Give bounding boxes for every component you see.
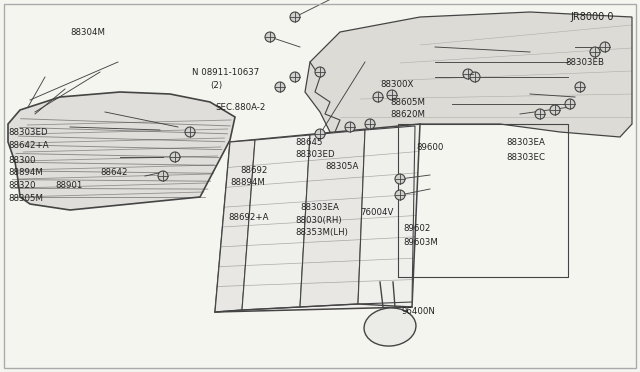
Circle shape <box>565 99 575 109</box>
Text: (2): (2) <box>210 80 222 90</box>
Text: 88030(RH): 88030(RH) <box>295 215 342 224</box>
Circle shape <box>158 171 168 181</box>
Circle shape <box>265 32 275 42</box>
Text: 88303ED: 88303ED <box>8 128 47 137</box>
Text: 88901: 88901 <box>55 180 83 189</box>
Text: 88303EB: 88303EB <box>565 58 604 67</box>
Text: 88894M: 88894M <box>8 167 43 176</box>
Circle shape <box>535 109 545 119</box>
Circle shape <box>395 190 405 200</box>
Text: N 08911-10637: N 08911-10637 <box>192 67 259 77</box>
Circle shape <box>345 122 355 132</box>
Polygon shape <box>358 126 415 304</box>
Circle shape <box>275 82 285 92</box>
Circle shape <box>395 174 405 184</box>
Text: 88620M: 88620M <box>390 109 425 119</box>
Text: 88605M: 88605M <box>390 97 425 106</box>
Circle shape <box>550 105 560 115</box>
Circle shape <box>470 72 480 82</box>
Polygon shape <box>300 130 365 307</box>
Polygon shape <box>215 140 255 312</box>
Text: 88303EC: 88303EC <box>506 153 545 161</box>
Text: 88303EA: 88303EA <box>300 202 339 212</box>
Circle shape <box>600 42 610 52</box>
Text: JR8000 0: JR8000 0 <box>570 12 614 22</box>
Text: 88300: 88300 <box>8 155 35 164</box>
Text: 88303EA: 88303EA <box>506 138 545 147</box>
Text: 88304M: 88304M <box>70 28 105 36</box>
Text: 96400N: 96400N <box>402 307 436 315</box>
Text: 88692+A: 88692+A <box>228 212 269 221</box>
Circle shape <box>185 127 195 137</box>
Text: 88300X: 88300X <box>380 80 413 89</box>
Text: 88353M(LH): 88353M(LH) <box>295 228 348 237</box>
Circle shape <box>373 92 383 102</box>
Circle shape <box>315 67 325 77</box>
Circle shape <box>170 152 180 162</box>
Circle shape <box>290 72 300 82</box>
Text: 88894M: 88894M <box>230 177 265 186</box>
Polygon shape <box>8 92 235 210</box>
Polygon shape <box>242 135 310 310</box>
Text: 89600: 89600 <box>416 142 444 151</box>
Text: 88692: 88692 <box>240 166 268 174</box>
Circle shape <box>315 129 325 139</box>
Text: 88645: 88645 <box>295 138 323 147</box>
Text: 89602: 89602 <box>403 224 430 232</box>
Circle shape <box>463 69 473 79</box>
Circle shape <box>387 90 397 100</box>
Text: 88305M: 88305M <box>8 193 43 202</box>
Circle shape <box>590 47 600 57</box>
Polygon shape <box>305 12 632 152</box>
Text: SEC.880A-2: SEC.880A-2 <box>215 103 266 112</box>
Text: 88642+A: 88642+A <box>8 141 49 150</box>
Text: 88305A: 88305A <box>325 161 358 170</box>
Text: 88642: 88642 <box>100 167 127 176</box>
Polygon shape <box>215 124 420 312</box>
Circle shape <box>575 82 585 92</box>
Text: 88303ED: 88303ED <box>295 150 335 158</box>
Text: 76004V: 76004V <box>360 208 394 217</box>
Text: 88320: 88320 <box>8 180 35 189</box>
Circle shape <box>365 119 375 129</box>
Text: 89603M: 89603M <box>403 237 438 247</box>
Ellipse shape <box>364 308 416 346</box>
Circle shape <box>290 12 300 22</box>
